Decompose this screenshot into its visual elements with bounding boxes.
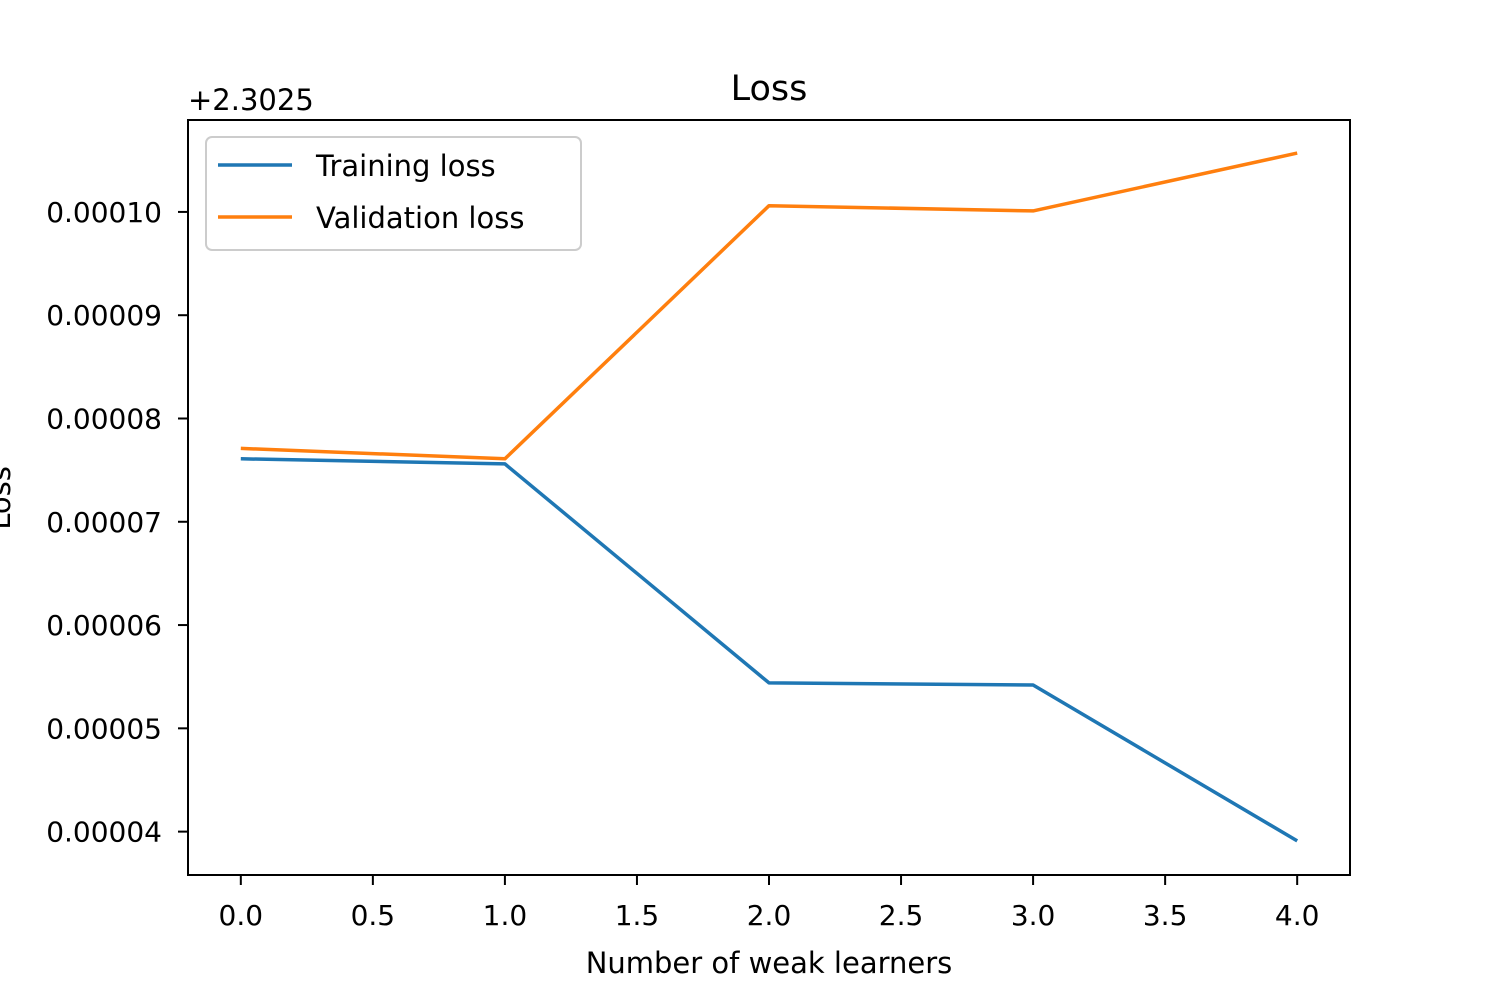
y-tick-label: 0.00010: [46, 196, 162, 229]
x-tick-label: 3.0: [1011, 899, 1056, 932]
y-axis-ticks: 0.00004 0.00005 0.00006 0.00007 0.00008 0.000…: [46, 196, 188, 849]
x-tick-label: 1.0: [483, 899, 528, 932]
x-tick-label: 0.5: [351, 899, 396, 932]
y-tick-label: 0.00006: [46, 609, 162, 642]
x-tick-label: 4.0: [1275, 899, 1320, 932]
x-axis-label: Number of weak learners: [586, 946, 953, 980]
legend-label-training-loss: Training loss: [315, 149, 496, 183]
y-axis-label: Loss: [0, 466, 17, 530]
y-tick-label: 0.00004: [46, 816, 162, 849]
series-line-training-loss: [240, 457, 1299, 843]
x-tick-label: 3.5: [1143, 899, 1188, 932]
x-tick-label: 2.5: [879, 899, 924, 932]
y-offset-label: +2.3025: [188, 83, 314, 117]
chart-title: Loss: [731, 69, 808, 109]
plot-frame: [187, 119, 1351, 876]
x-tick-label: 2.0: [747, 899, 792, 932]
series-lines: [240, 151, 1299, 843]
y-tick-label: 0.00008: [46, 402, 162, 435]
legend-box: [205, 136, 582, 251]
series-line-validation-loss: [240, 151, 1298, 461]
y-tick-label: 0.00009: [46, 299, 162, 332]
legend-label-validation-loss: Validation loss: [316, 201, 524, 235]
x-tick-label: 1.5: [615, 899, 660, 932]
legend: Training loss Validation loss: [205, 136, 582, 251]
x-tick-label: 0.0: [219, 899, 264, 932]
y-tick-label: 0.00007: [46, 506, 162, 539]
x-axis-ticks: 0.0 0.5 1.0 1.5 2.0 2.5 3.0 3.5 4.0: [219, 875, 1320, 932]
y-tick-label: 0.00005: [46, 712, 162, 745]
